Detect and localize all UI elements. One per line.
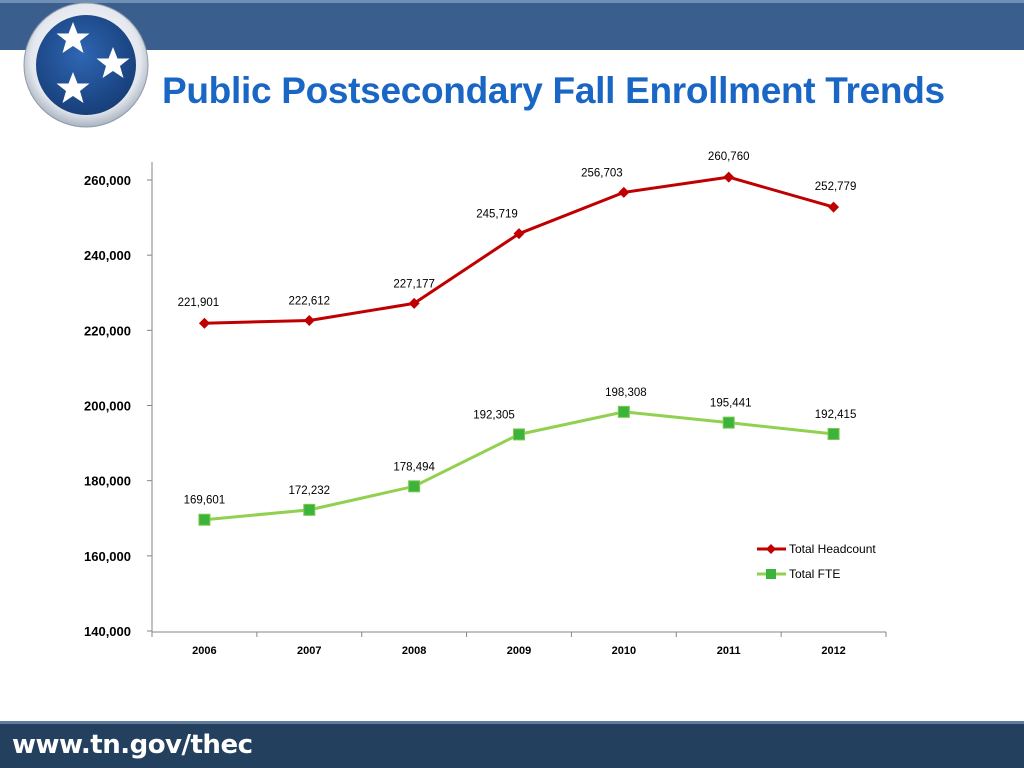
data-label: 260,760 [708,151,750,163]
data-label: 195,441 [710,398,752,410]
data-label: 172,232 [288,485,330,497]
x-tick-label: 2010 [612,645,636,657]
y-tick-label: 240,000 [84,248,131,263]
legend-marker [766,569,776,579]
data-point-marker [303,315,315,327]
chart-series: 221,901 222,612 227,177 245,719 256,703 260,7… [178,151,857,526]
data-label: 245,719 [476,209,518,221]
x-tick-label: 2012 [821,645,845,657]
data-point-marker [513,428,525,441]
y-tick-label: 160,000 [84,549,131,564]
y-tick-label: 200,000 [84,399,131,414]
legend-item: Total Headcount [757,542,876,556]
data-point-marker [617,405,630,418]
data-point-marker [722,416,735,429]
series-total-fte: 169,601 172,232 178,494 192,305 198,308 195,4… [184,387,857,526]
data-label: 178,494 [393,461,435,473]
data-label: 256,703 [581,167,623,179]
y-tick-label: 260,000 [84,173,131,188]
header-band-highlight [0,0,1024,3]
data-label: 192,415 [815,409,857,421]
data-point-marker [408,480,421,493]
chart-legend: Total Headcount Total FTE [757,542,876,581]
data-label: 227,177 [393,278,435,290]
y-tick-label: 140,000 [84,624,131,639]
y-tick-label: 180,000 [84,474,131,489]
series-total-headcount: 221,901 222,612 227,177 245,719 256,703 260,7… [178,151,857,329]
slide-title: Public Postsecondary Fall Enrollment Tre… [162,70,945,111]
series-line [204,410,834,522]
data-point-marker [827,428,840,441]
data-point-marker [618,186,630,198]
legend-label: Total FTE [789,567,840,581]
data-label: 192,305 [473,409,515,421]
footer-divider [0,721,1024,724]
footer-url[interactable]: www.tn.gov/thec [12,730,253,760]
x-tick-label: 2007 [297,645,321,657]
data-label: 252,779 [815,181,857,193]
legend-item: Total FTE [757,567,840,581]
data-label: 222,612 [288,296,330,308]
data-point-marker [828,201,840,213]
data-point-marker [723,171,735,183]
data-point-marker [198,513,211,526]
data-point-marker [513,228,525,240]
tennessee-tristar-icon [23,2,149,128]
chart-axes: 140,000 160,000 180,000 200,000 220,000 240,0… [84,162,887,657]
x-tick-label: 2008 [402,645,426,657]
y-tick-label: 220,000 [84,323,131,338]
x-tick-label: 2006 [192,645,216,657]
star-icons [56,22,130,103]
data-point-marker [198,317,210,329]
x-tick-label: 2009 [507,645,531,657]
x-tick-label: 2011 [717,645,741,657]
header-band [0,0,1024,50]
legend-label: Total Headcount [789,542,876,556]
footer-band [0,724,1024,768]
data-label: 169,601 [184,495,226,507]
legend-marker [766,544,776,554]
data-point-marker [303,503,316,516]
data-point-marker [408,297,420,309]
enrollment-line-chart: 140,000 160,000 180,000 200,000 220,000 240,0… [84,151,887,657]
data-label: 198,308 [605,387,647,399]
data-label: 221,901 [178,297,220,309]
